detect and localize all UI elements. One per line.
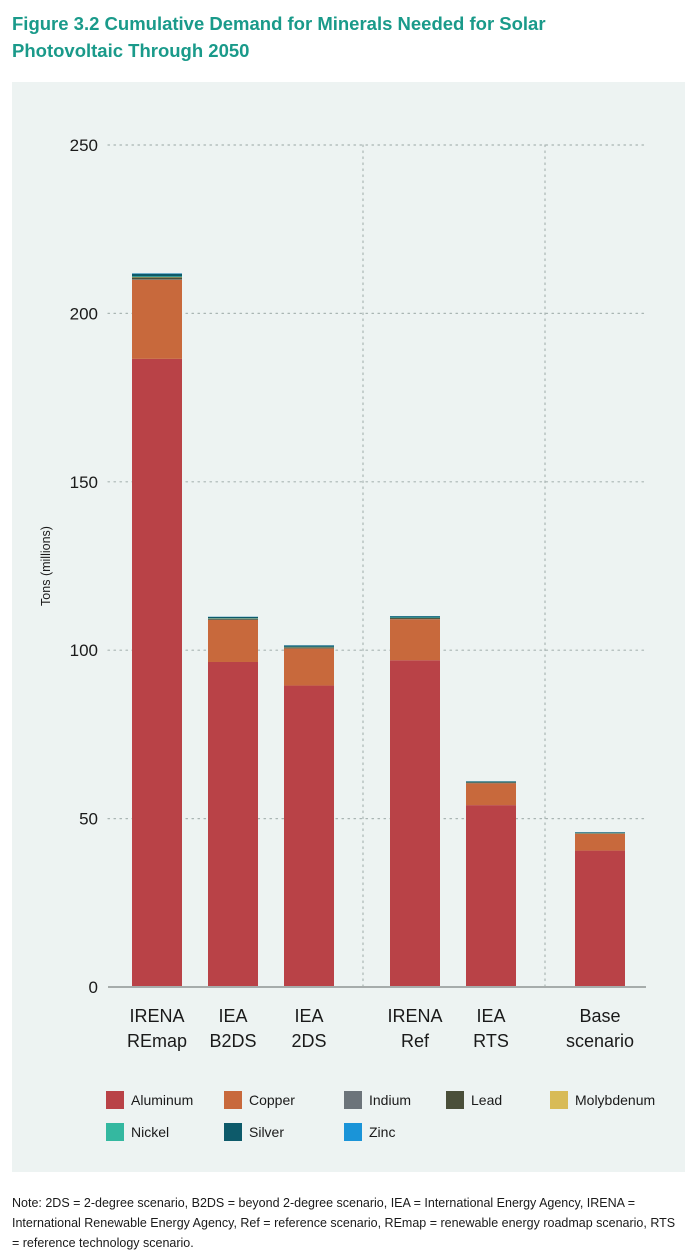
bar-segment-silver (284, 645, 334, 647)
legend-label: Copper (249, 1092, 295, 1108)
figure-title: Figure 3.2 Cumulative Demand for Mineral… (12, 13, 546, 61)
x-category-label: IEA B2DS (209, 1006, 256, 1051)
y-tick-label: 250 (70, 136, 98, 155)
y-axis-label: Tons (millions) (39, 526, 53, 606)
bar-segment-aluminum (132, 358, 182, 987)
bar-segment-aluminum (390, 660, 440, 987)
legend-label: Molybdenum (575, 1092, 656, 1108)
legend-item-nickel: Nickel (106, 1123, 224, 1141)
stacked-bar-chart: 0 50 100 150 200 250 IRENA REmap IEA B2DS IEA 2DS IR… (39, 136, 646, 1051)
legend-item-copper: Copper (224, 1091, 344, 1109)
legend-label: Nickel (131, 1124, 170, 1140)
legend-swatch (550, 1091, 568, 1109)
bar-segment-lead (132, 277, 182, 280)
legend-item-aluminum: Aluminum (106, 1091, 224, 1109)
y-tick-label: 200 (70, 304, 98, 323)
bar-segment-silver (208, 616, 258, 619)
y-tick-label: 150 (70, 473, 98, 492)
legend-label: Indium (369, 1092, 412, 1108)
y-tick-label: 50 (79, 810, 98, 829)
bar-segment-silver (466, 781, 516, 783)
legend-label: Zinc (369, 1124, 396, 1140)
legend-label: Lead (471, 1092, 503, 1108)
x-category-label: IEA 2DS (291, 1006, 326, 1051)
bar-segment-copper (284, 648, 334, 686)
bar-segment-copper (466, 783, 516, 806)
legend-item-silver: Silver (224, 1123, 344, 1141)
legend-swatch (106, 1123, 124, 1141)
x-category-label: IRENA Ref (387, 1006, 442, 1051)
bar-segment-copper (390, 619, 440, 661)
chart-panel: 0 50 100 150 200 250 IRENA REmap IEA B2DS IEA 2DS IR… (12, 82, 685, 1172)
chart-legend: Aluminum Copper Indium Lead Molybdenum Nickel… (106, 1091, 666, 1141)
bar-segment-copper (208, 619, 258, 662)
legend-swatch (446, 1091, 464, 1109)
legend-label: Aluminum (131, 1092, 194, 1108)
bar-segment-lead (575, 833, 625, 834)
bar-segment-copper (132, 279, 182, 359)
legend-item-indium: Indium (344, 1091, 446, 1109)
bar-segment-aluminum (466, 805, 516, 987)
bar-segment-silver (575, 832, 625, 833)
bar-segment-lead (208, 618, 258, 620)
legend-item-molybdenum: Molybdenum (550, 1091, 670, 1109)
bar-segment-aluminum (208, 661, 258, 987)
legend-swatch (224, 1091, 242, 1109)
bar-segment-silver (390, 616, 440, 618)
bar-segment-lead (284, 647, 334, 649)
x-category-label: IRENA REmap (127, 1006, 187, 1051)
legend-swatch (106, 1091, 124, 1109)
legend-swatch (224, 1123, 242, 1141)
bar-segment-silver (132, 273, 182, 277)
bar-segment-aluminum (575, 850, 625, 987)
bar-segment-aluminum (284, 685, 334, 987)
bar-segment-copper (575, 833, 625, 851)
x-category-label: Base scenario (566, 1006, 634, 1051)
legend-item-zinc: Zinc (344, 1123, 446, 1141)
legend-swatch (344, 1123, 362, 1141)
bar-segment-lead (466, 782, 516, 784)
bar-segment-nickel (132, 276, 182, 278)
x-category-label: IEA RTS (473, 1006, 509, 1051)
y-tick-label: 0 (89, 978, 98, 997)
legend-swatch (344, 1091, 362, 1109)
bar-segment-lead (390, 618, 440, 620)
legend-label: Silver (249, 1124, 285, 1140)
y-tick-label: 100 (70, 641, 98, 660)
figure-note: Note: 2DS = 2-degree scenario, B2DS = be… (12, 1196, 676, 1250)
legend-item-lead: Lead (446, 1091, 550, 1109)
